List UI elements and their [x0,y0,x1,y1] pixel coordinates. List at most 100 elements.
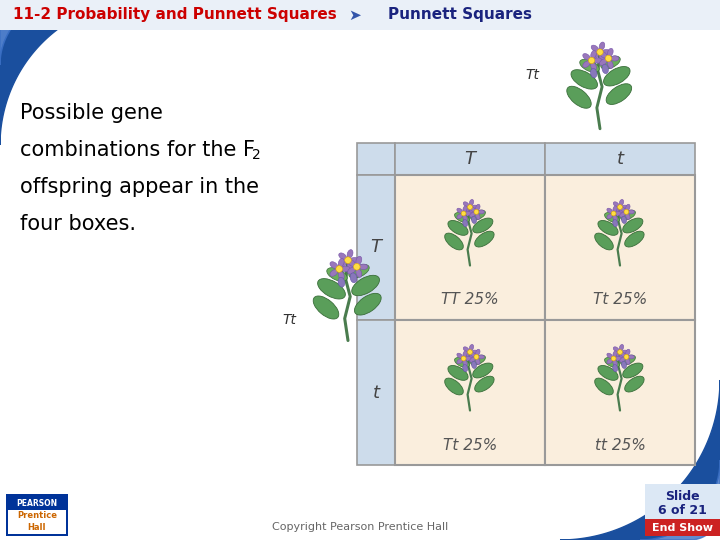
Ellipse shape [463,215,467,221]
Ellipse shape [621,350,628,354]
Text: Slide: Slide [665,489,699,503]
Ellipse shape [605,213,619,222]
Ellipse shape [607,208,613,213]
Ellipse shape [580,59,599,72]
Ellipse shape [613,360,617,366]
Ellipse shape [621,355,636,365]
Ellipse shape [613,364,618,372]
Ellipse shape [628,355,634,359]
Ellipse shape [628,210,634,214]
Text: PEARSON: PEARSON [17,500,58,509]
Ellipse shape [613,215,617,221]
Ellipse shape [338,253,346,260]
Ellipse shape [613,202,619,207]
Ellipse shape [318,279,346,299]
Ellipse shape [611,56,619,61]
Ellipse shape [613,206,617,212]
Ellipse shape [469,345,474,350]
Text: Copyright Pearson Prentice Hall: Copyright Pearson Prentice Hall [272,522,448,532]
Ellipse shape [608,60,613,69]
Ellipse shape [472,217,477,224]
Ellipse shape [338,259,344,267]
Text: End Show: End Show [652,523,713,533]
Text: Tt: Tt [525,68,539,82]
Ellipse shape [465,212,472,215]
Ellipse shape [359,264,368,269]
Ellipse shape [605,357,619,367]
Text: Prentice: Prentice [17,511,57,521]
Ellipse shape [351,275,379,296]
Text: ➤: ➤ [348,8,361,23]
Ellipse shape [599,42,605,50]
Ellipse shape [613,351,617,357]
Ellipse shape [330,262,338,268]
Circle shape [588,57,595,64]
Ellipse shape [465,356,472,361]
Ellipse shape [348,260,356,266]
Ellipse shape [607,214,613,219]
Ellipse shape [602,64,608,73]
Polygon shape [560,380,720,540]
Ellipse shape [620,207,626,212]
Ellipse shape [341,266,350,272]
Ellipse shape [454,357,469,367]
Polygon shape [0,0,65,65]
Ellipse shape [567,86,591,108]
Ellipse shape [478,355,485,359]
Ellipse shape [476,204,480,211]
Ellipse shape [356,269,361,278]
Ellipse shape [457,353,462,358]
Circle shape [474,210,479,214]
Bar [645,484,720,520]
Ellipse shape [457,359,462,364]
Ellipse shape [595,233,613,250]
Ellipse shape [463,202,469,207]
Ellipse shape [338,278,345,287]
Ellipse shape [469,357,475,362]
Ellipse shape [625,376,644,392]
Ellipse shape [327,268,347,281]
Text: 11-2 Probability and Punnett Squares: 11-2 Probability and Punnett Squares [13,8,337,23]
Polygon shape [0,0,145,145]
Ellipse shape [338,261,346,267]
Ellipse shape [313,296,339,319]
Ellipse shape [598,366,618,380]
Ellipse shape [626,204,630,211]
Ellipse shape [626,359,630,364]
Ellipse shape [463,364,468,372]
Text: Tt: Tt [282,313,296,327]
Ellipse shape [472,350,478,354]
Ellipse shape [463,353,469,357]
Ellipse shape [476,359,480,364]
Ellipse shape [469,354,474,360]
Ellipse shape [457,208,462,213]
Circle shape [624,354,629,359]
Ellipse shape [599,54,605,62]
Ellipse shape [448,366,468,380]
Ellipse shape [473,218,493,233]
Ellipse shape [591,52,598,59]
Ellipse shape [613,220,618,227]
Ellipse shape [354,293,381,315]
Ellipse shape [621,210,636,220]
Ellipse shape [478,210,485,214]
Circle shape [462,211,466,216]
Bar [0,0,720,30]
Ellipse shape [619,354,624,360]
Ellipse shape [476,349,480,355]
Ellipse shape [338,271,344,280]
Ellipse shape [621,217,626,224]
Ellipse shape [469,208,474,215]
Ellipse shape [356,256,361,265]
Circle shape [467,350,472,354]
Ellipse shape [348,267,356,274]
Ellipse shape [472,205,478,209]
Ellipse shape [347,262,353,271]
Ellipse shape [613,353,619,357]
Ellipse shape [582,53,590,60]
Circle shape [336,266,343,272]
Bar [545,143,695,175]
Ellipse shape [591,45,598,52]
Ellipse shape [607,359,613,364]
Circle shape [618,205,622,210]
